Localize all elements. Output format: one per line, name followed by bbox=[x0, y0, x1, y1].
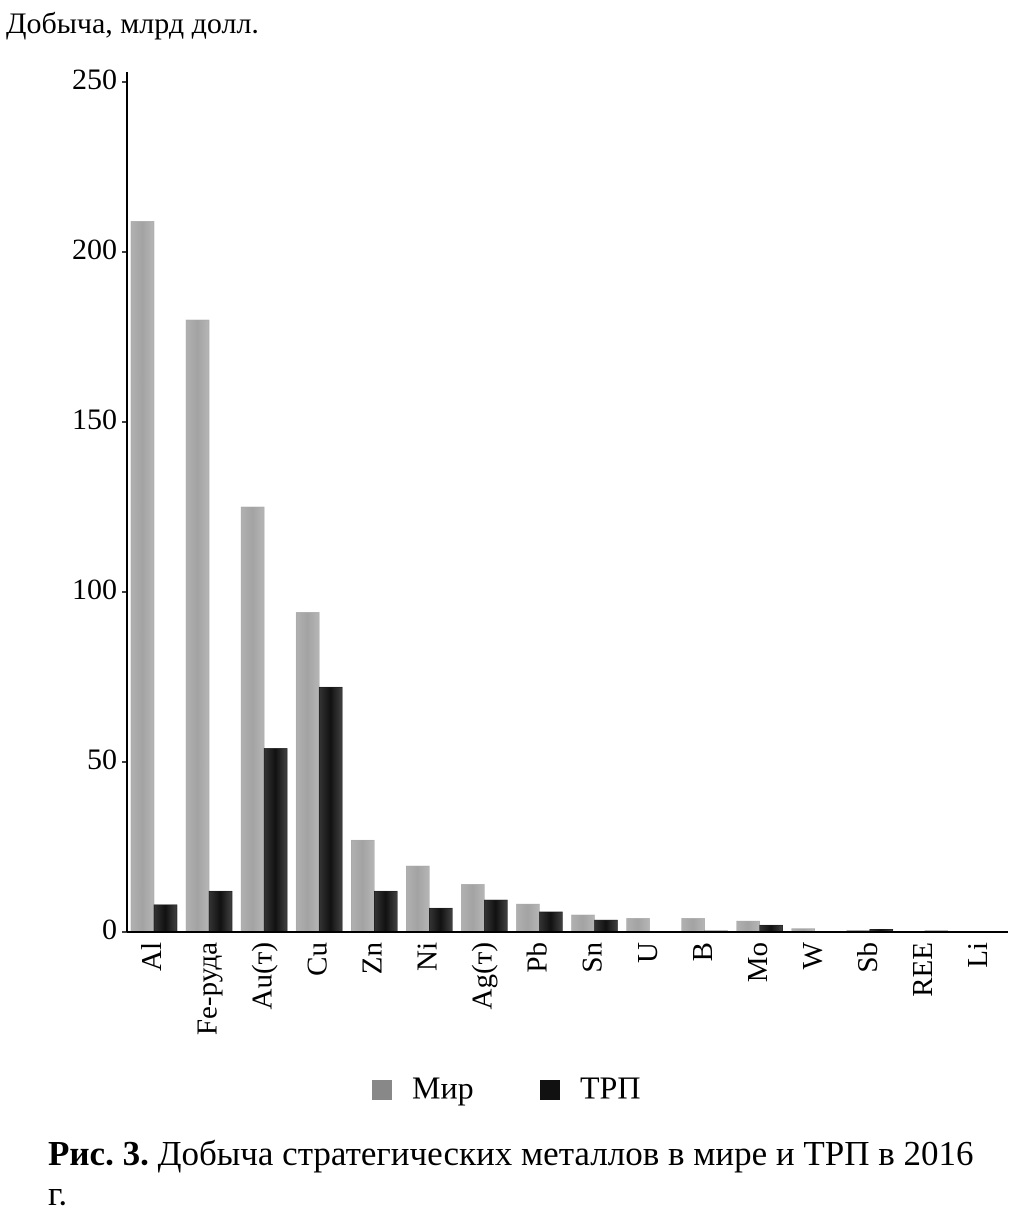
bar bbox=[571, 914, 595, 933]
bar bbox=[484, 899, 508, 933]
x-tick-label: REE bbox=[907, 942, 939, 997]
y-tick-label: 0 bbox=[102, 913, 117, 946]
y-tick-label: 50 bbox=[87, 743, 117, 776]
y-tick-label: 150 bbox=[72, 403, 117, 436]
y-tick-label: 200 bbox=[72, 233, 117, 266]
bar bbox=[461, 884, 485, 933]
x-tick-label: Mo bbox=[742, 942, 774, 982]
bar bbox=[736, 920, 760, 933]
legend-swatch bbox=[372, 1080, 392, 1100]
figure-label: Рис. 3. bbox=[48, 1134, 149, 1173]
x-tick-label: Sn bbox=[577, 942, 609, 973]
x-tick-label: B bbox=[687, 942, 719, 961]
bar bbox=[374, 890, 398, 933]
bar bbox=[594, 919, 618, 933]
bar bbox=[263, 748, 288, 933]
bar bbox=[318, 686, 343, 933]
bar bbox=[429, 907, 453, 933]
bar bbox=[185, 319, 210, 933]
chart: Добыча, млрд долл. 0 50 100 150 200 250 Al Fe-р… bbox=[6, 7, 1008, 1105]
bar bbox=[130, 221, 155, 933]
x-tick-label: Fe-руда bbox=[191, 942, 223, 1035]
bar bbox=[406, 865, 430, 933]
x-tick-label: W bbox=[797, 941, 829, 969]
x-tick-label: Pb bbox=[522, 942, 554, 973]
bar bbox=[153, 904, 178, 933]
x-tick-label: Sb bbox=[852, 942, 884, 973]
x-tick-label: Au(т) bbox=[246, 942, 278, 1009]
x-tick-label: Li bbox=[962, 942, 994, 968]
bar bbox=[208, 890, 233, 933]
bar bbox=[759, 924, 783, 933]
bar bbox=[516, 903, 540, 933]
x-tick-label: Ag(т) bbox=[467, 942, 499, 1009]
bar bbox=[240, 506, 265, 933]
x-tick-label: U bbox=[632, 942, 664, 963]
y-tick-label: 250 bbox=[72, 63, 117, 96]
caption-text: Добыча стратегических металлов в мире и … bbox=[48, 1134, 974, 1213]
bar bbox=[681, 918, 705, 933]
legend-label: Мир bbox=[412, 1069, 474, 1105]
x-tick-label: Al bbox=[136, 942, 168, 971]
x-tick-label: Ni bbox=[412, 942, 444, 971]
bar bbox=[626, 918, 650, 933]
legend-swatch bbox=[540, 1080, 560, 1100]
x-tick-label: Zn bbox=[356, 942, 388, 975]
y-axis-label: Добыча, млрд долл. bbox=[6, 7, 259, 40]
x-tick-label: Cu bbox=[301, 942, 333, 976]
legend-label: ТРП bbox=[580, 1069, 640, 1105]
caption: Рис. 3. Добыча стратегических металлов в… bbox=[48, 1134, 988, 1214]
bar bbox=[295, 612, 320, 933]
y-tick-label: 100 bbox=[72, 573, 117, 606]
bar bbox=[539, 911, 563, 933]
bar bbox=[351, 839, 375, 933]
